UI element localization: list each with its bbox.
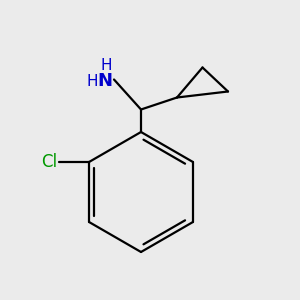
Text: H: H [101, 58, 112, 73]
Text: H: H [86, 74, 98, 88]
Text: N: N [98, 72, 112, 90]
Text: Cl: Cl [41, 153, 58, 171]
